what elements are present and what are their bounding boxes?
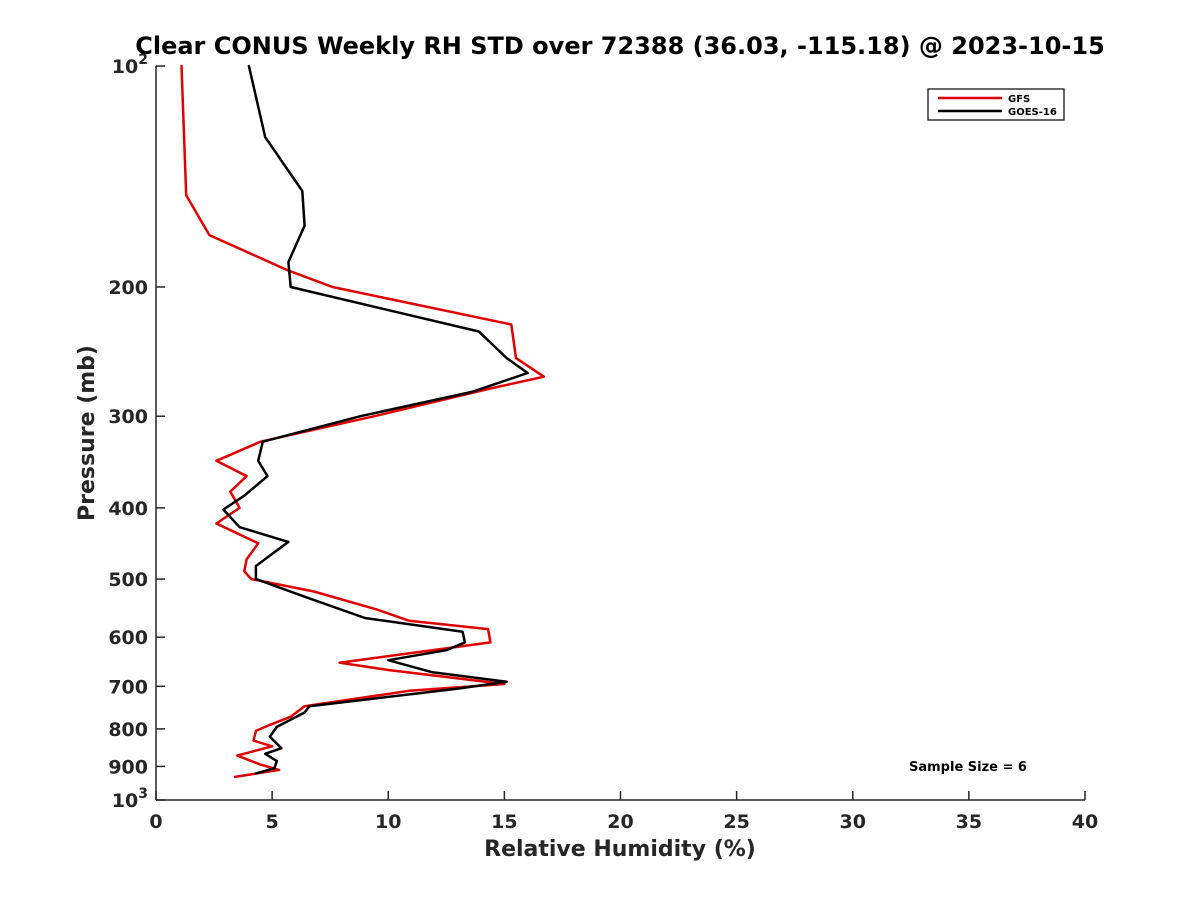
x-tick-label: 40 (1072, 811, 1098, 833)
y-tick-label: 800 (108, 719, 148, 741)
plot-area (156, 66, 1085, 800)
y-tick-label: 200 (108, 277, 148, 299)
x-tick-label: 30 (840, 811, 866, 833)
series-layer (180, 64, 546, 779)
sample-size-annotation: Sample Size = 6 (909, 760, 1027, 775)
y-tick-label: 600 (108, 627, 148, 649)
chart-title: Clear CONUS Weekly RH STD over 72388 (36… (135, 32, 1105, 60)
legend-label: GOES-16 (1008, 107, 1057, 118)
plot-background (156, 66, 1085, 800)
x-tick-label: 35 (956, 811, 982, 833)
series-line-gfs (180, 64, 546, 779)
legend: GFS GOES-16 (927, 88, 1065, 121)
x-tick-label: 15 (491, 811, 517, 833)
x-tick-label: 10 (375, 811, 401, 833)
series-line-goes-16 (222, 64, 529, 775)
x-tick-label: 0 (149, 811, 162, 833)
y-tick-label: 300 (108, 406, 148, 428)
legend-label: GFS (1008, 94, 1030, 105)
y-axis-label: Pressure (mb) (75, 345, 100, 521)
y-tick-label: 400 (108, 498, 148, 520)
y-tick-label: 700 (108, 676, 148, 698)
y-tick-label: 900 (108, 756, 148, 778)
y-tick-label: 500 (108, 569, 148, 591)
y-tick-label: 102 (112, 52, 148, 78)
x-tick-label: 25 (723, 811, 749, 833)
y-tick-label: 103 (112, 786, 148, 812)
x-tick-label: 5 (266, 811, 279, 833)
x-axis-label: Relative Humidity (%) (484, 837, 756, 862)
legend-box (927, 88, 1065, 121)
axes: 0 5 10 15 20 25 30 35 40 102 200 300 400 500 600 700 800… (108, 52, 1098, 833)
x-tick-label: 20 (607, 811, 633, 833)
